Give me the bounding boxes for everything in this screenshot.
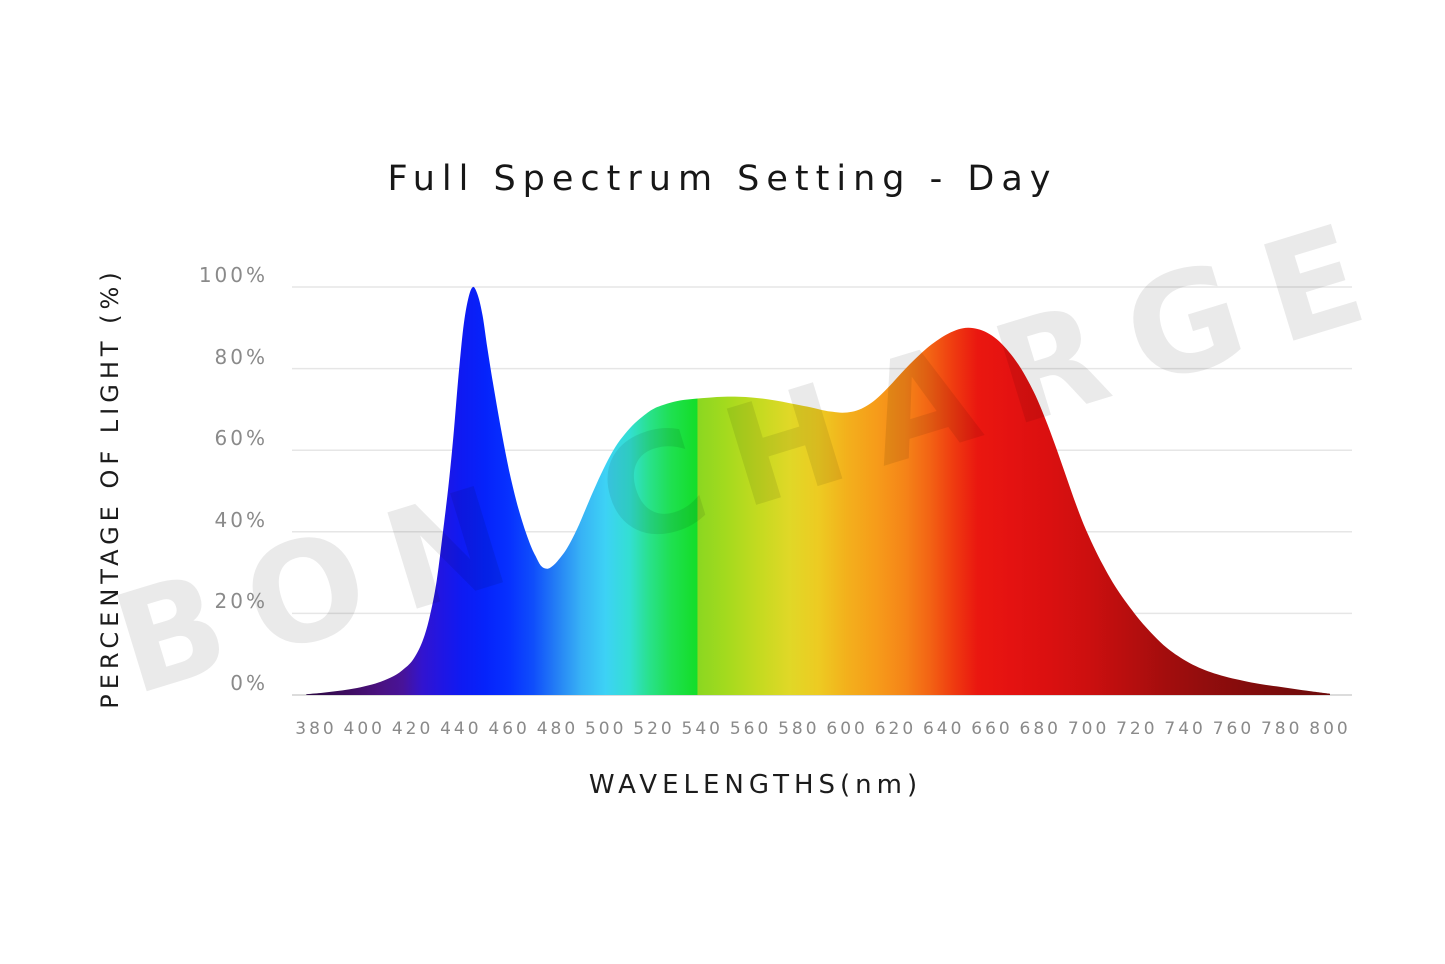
x-tick-label: 640 xyxy=(922,719,965,739)
x-tick-label: 700 xyxy=(1067,719,1110,739)
x-tick-label: 520 xyxy=(633,719,675,739)
x-tick-label: 580 xyxy=(778,719,820,739)
spectrum-area-fill xyxy=(306,286,1330,695)
x-tick-label: 480 xyxy=(536,719,579,739)
x-tick-label: 780 xyxy=(1260,719,1303,739)
x-tick-label: 560 xyxy=(729,719,772,739)
x-tick-labels: 380 400 420 440 460 480 500 520 540 560 580 600 620 6… xyxy=(0,716,1445,744)
x-tick-label: 540 xyxy=(681,719,723,739)
y-tick-labels: 0% 20% 40% 60% 80% 100% xyxy=(0,0,268,964)
y-tick-label: 40% xyxy=(214,507,268,532)
x-tick-label: 720 xyxy=(1116,719,1158,739)
x-tick-label: 680 xyxy=(1019,719,1061,739)
x-tick-label: 800 xyxy=(1309,719,1351,739)
x-tick-label: 760 xyxy=(1212,719,1255,739)
x-axis-title: WAVELENGTHS(nm) xyxy=(588,770,923,800)
x-tick-label: 600 xyxy=(826,719,868,739)
y-tick-label: 60% xyxy=(214,426,268,451)
y-tick-label: 20% xyxy=(214,589,268,614)
x-tick-label: 400 xyxy=(343,719,385,739)
y-tick-label: 100% xyxy=(198,263,268,287)
y-tick-label: 80% xyxy=(214,344,268,369)
x-tick-label: 660 xyxy=(971,719,1013,739)
x-tick-label: 740 xyxy=(1164,719,1206,739)
x-tick-label: 440 xyxy=(440,719,482,739)
chart-title: Full Spectrum Setting - Day xyxy=(387,159,1058,199)
y-tick-label: 0% xyxy=(230,671,268,695)
x-tick-label: 380 xyxy=(295,719,337,739)
x-tick-label: 500 xyxy=(584,719,627,739)
x-tick-label: 460 xyxy=(488,719,530,739)
x-tick-label: 620 xyxy=(874,719,917,739)
x-tick-label: 420 xyxy=(391,719,434,739)
